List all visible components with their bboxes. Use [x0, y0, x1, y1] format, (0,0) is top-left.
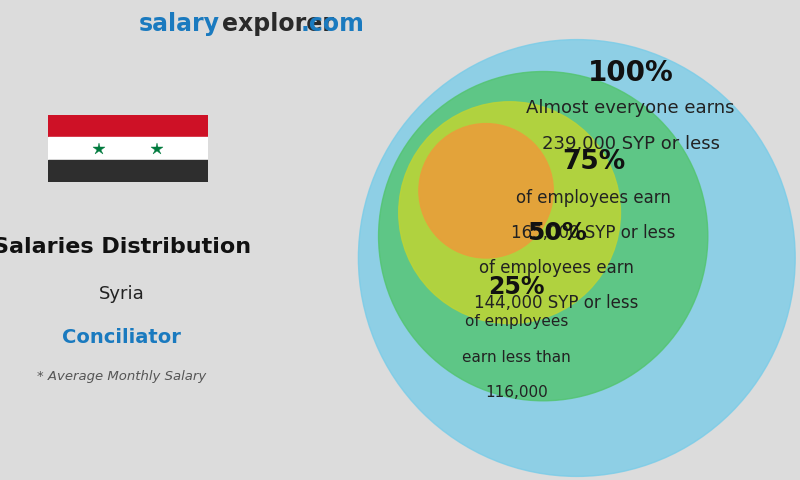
Circle shape	[378, 72, 708, 401]
Bar	[48, 137, 208, 160]
Text: of employees earn: of employees earn	[516, 189, 671, 206]
Text: Conciliator: Conciliator	[62, 328, 181, 347]
Text: 50%: 50%	[526, 221, 586, 245]
Text: Almost everyone earns: Almost everyone earns	[526, 99, 735, 118]
Text: 144,000 SYP or less: 144,000 SYP or less	[474, 294, 639, 312]
Text: 25%: 25%	[488, 275, 545, 299]
Circle shape	[419, 124, 554, 258]
Text: 165,000 SYP or less: 165,000 SYP or less	[511, 224, 676, 242]
Text: 75%: 75%	[562, 149, 626, 175]
Circle shape	[398, 102, 621, 324]
Text: 239,000 SYP or less: 239,000 SYP or less	[542, 135, 719, 153]
Text: * Average Monthly Salary: * Average Monthly Salary	[37, 370, 206, 383]
Text: Syria: Syria	[98, 285, 145, 303]
Bar	[48, 160, 208, 182]
Text: 100%: 100%	[588, 59, 674, 87]
Text: 116,000: 116,000	[485, 385, 548, 400]
Text: .com: .com	[301, 12, 365, 36]
Circle shape	[358, 39, 795, 476]
Text: earn less than: earn less than	[462, 349, 570, 365]
Text: of employees: of employees	[465, 314, 568, 329]
Text: Salaries Distribution: Salaries Distribution	[0, 237, 250, 257]
Text: salary: salary	[139, 12, 220, 36]
Bar	[48, 115, 208, 138]
Text: explorer: explorer	[222, 12, 334, 36]
Text: of employees earn: of employees earn	[479, 259, 634, 277]
